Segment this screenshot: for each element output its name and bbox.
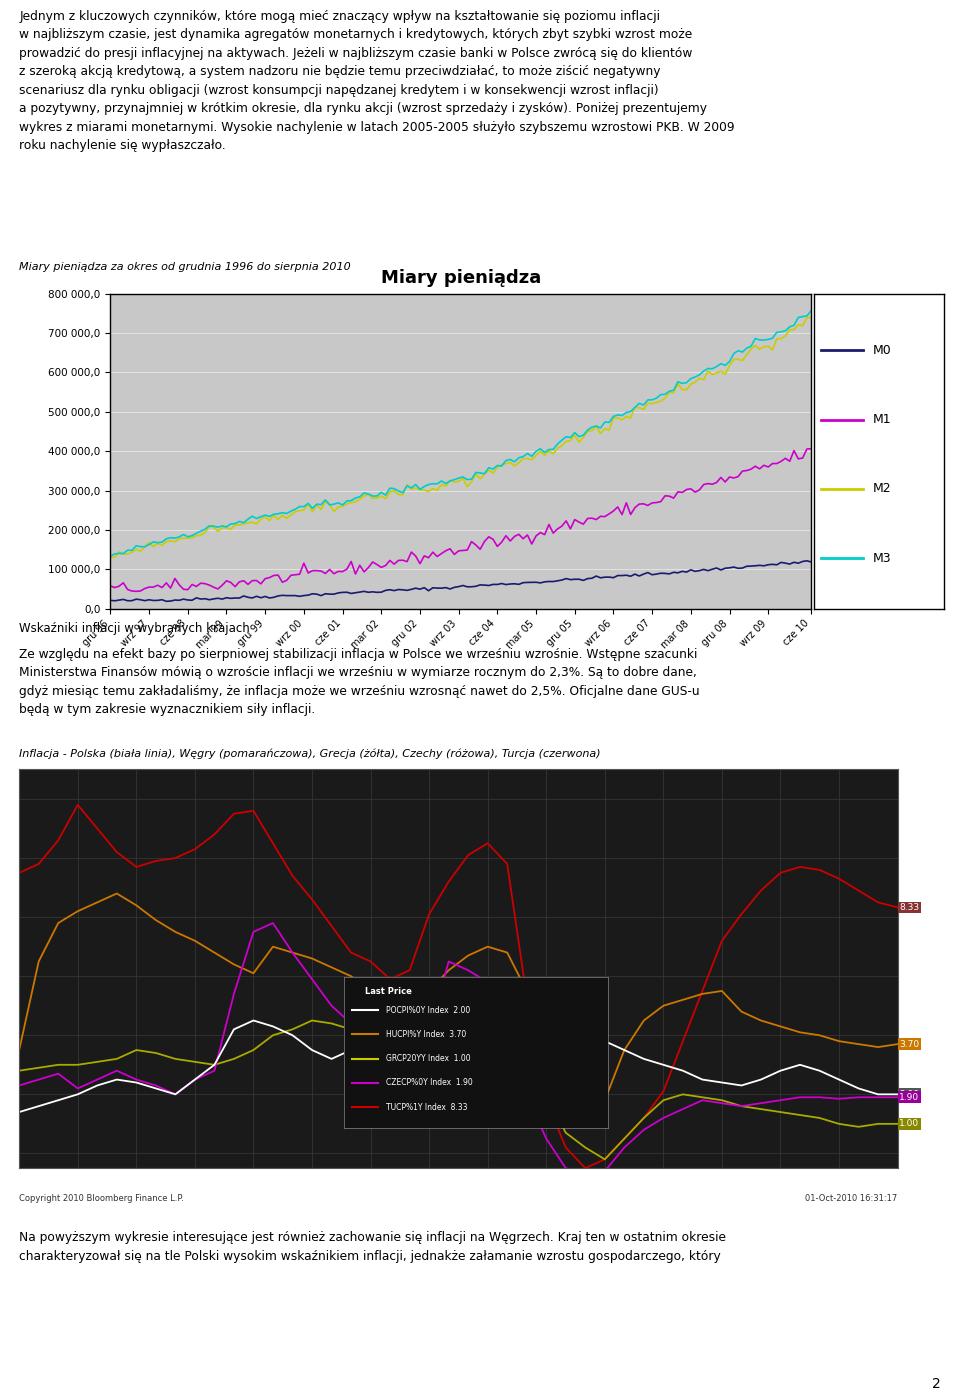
Text: Na powyższym wykresie interesujące jest również zachowanie się inflacji na Węgrz: Na powyższym wykresie interesujące jest …	[19, 1231, 726, 1263]
Text: M2: M2	[873, 483, 891, 495]
Text: 1.90: 1.90	[900, 1093, 920, 1102]
Text: 3.70: 3.70	[900, 1039, 920, 1049]
Text: M3: M3	[873, 551, 891, 565]
Text: Miary pieniądza za okres od grudnia 1996 do sierpnia 2010: Miary pieniądza za okres od grudnia 1996…	[19, 262, 351, 273]
Text: 01-Oct-2010 16:31:17: 01-Oct-2010 16:31:17	[805, 1195, 898, 1203]
Text: 2: 2	[932, 1377, 941, 1391]
Text: Ze względu na efekt bazy po sierpniowej stabilizacji inflacja w Polsce we wrześn: Ze względu na efekt bazy po sierpniowej …	[19, 648, 700, 716]
Text: M0: M0	[873, 344, 891, 357]
Text: M1: M1	[873, 413, 891, 427]
Text: 2.00: 2.00	[900, 1090, 920, 1098]
Text: 8.33: 8.33	[900, 902, 920, 912]
Text: Wskaźniki inflacji w wybranych krajach: Wskaźniki inflacji w wybranych krajach	[19, 621, 250, 635]
Text: Jednym z kluczowych czynników, które mogą mieć znaczący wpływ na kształtowanie s: Jednym z kluczowych czynników, które mog…	[19, 10, 734, 152]
Title: Miary pieniądza: Miary pieniądza	[381, 269, 540, 287]
Text: Copyright 2010 Bloomberg Finance L.P.: Copyright 2010 Bloomberg Finance L.P.	[19, 1195, 184, 1203]
Text: Inflacja - Polska (biała linia), Węgry (pomarańczowa), Grecja (żółta), Czechy (r: Inflacja - Polska (biała linia), Węgry (…	[19, 748, 601, 760]
Text: 1.00: 1.00	[900, 1119, 920, 1129]
